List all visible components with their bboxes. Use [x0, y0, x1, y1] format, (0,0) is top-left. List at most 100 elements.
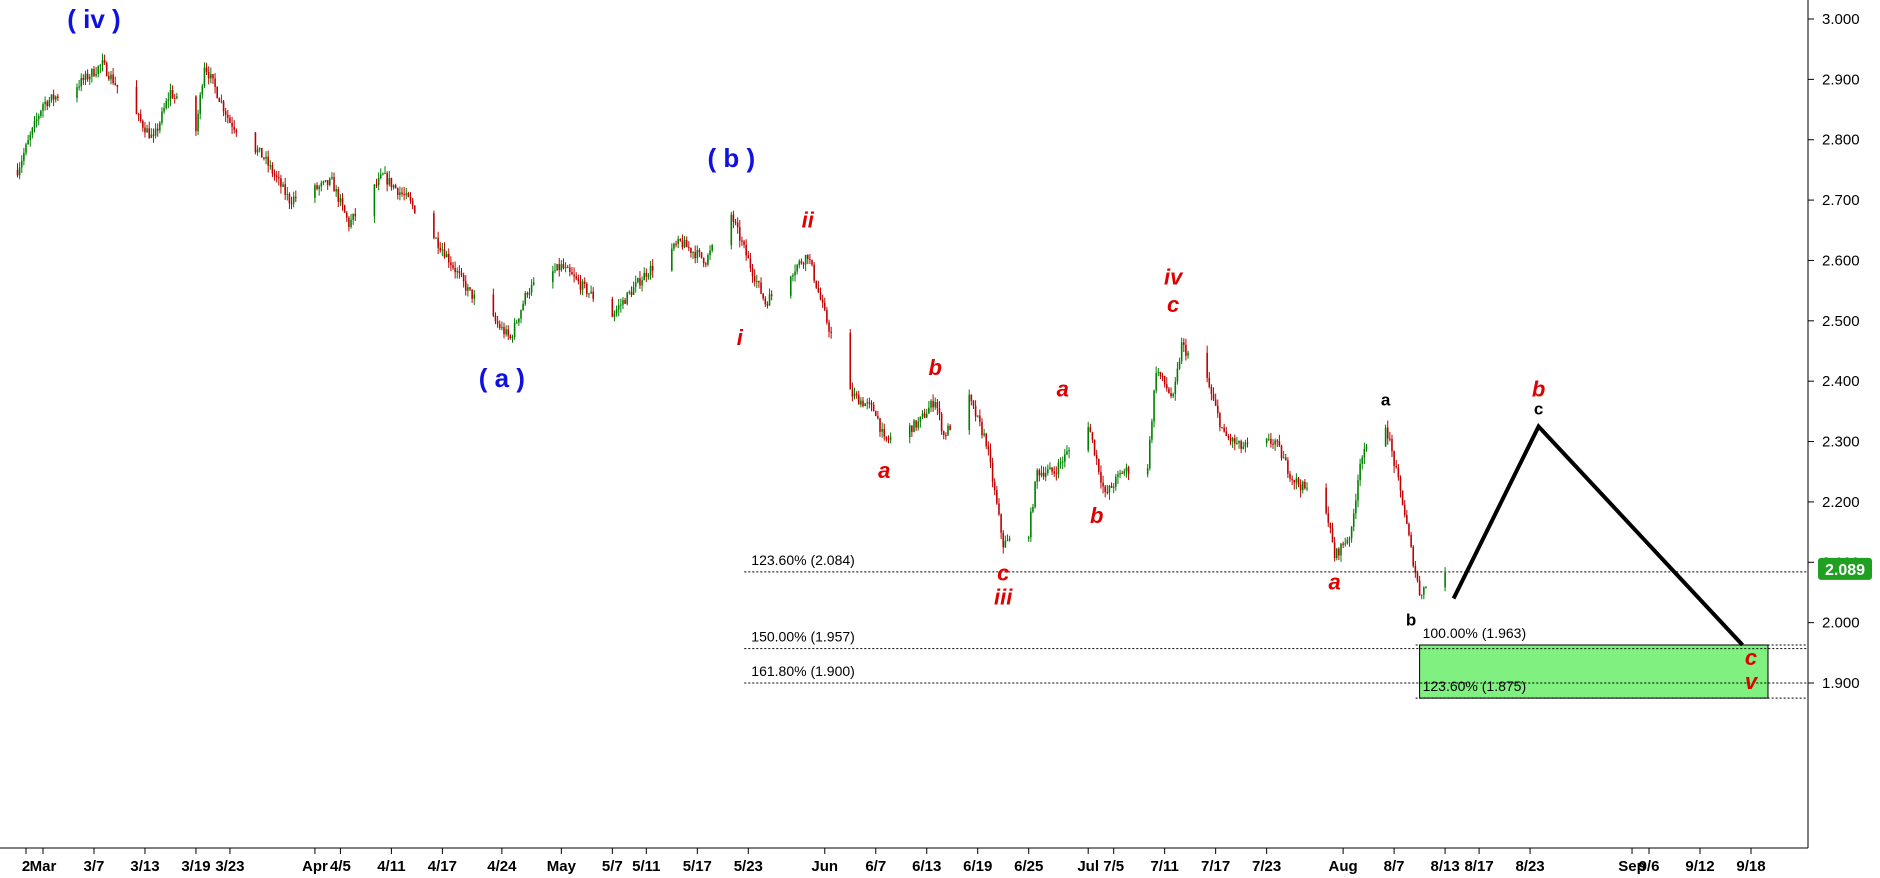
candle-body: [445, 253, 448, 258]
candle-body: [1030, 511, 1032, 538]
candle-body: [269, 165, 272, 167]
x-tick-label: 8/7: [1384, 858, 1405, 875]
candle-body: [494, 315, 497, 322]
candle-body: [82, 77, 85, 80]
candle-body: [993, 481, 996, 491]
candle-body: [1325, 487, 1327, 514]
candle-body: [84, 73, 87, 80]
candle-body: [1059, 462, 1062, 464]
x-tick-label: Jul: [1077, 858, 1099, 875]
candle-body: [1153, 390, 1155, 422]
candle-body: [273, 173, 276, 176]
candle-body: [828, 322, 830, 332]
y-tick-label: 2.800: [1822, 132, 1860, 149]
candle-body: [552, 271, 554, 283]
candle-body: [1108, 485, 1111, 493]
x-tick-label: 3/13: [130, 858, 159, 875]
candle-body: [396, 188, 399, 195]
candle-body: [634, 282, 637, 288]
x-tick-label: 6/13: [912, 858, 941, 875]
candle-body: [592, 291, 595, 299]
wave-label: b: [1406, 611, 1416, 630]
candle-body: [972, 400, 975, 406]
candle-body: [224, 111, 227, 115]
projection-path: [1451, 422, 1744, 647]
wave-label: ( iv ): [67, 4, 120, 34]
candle-body: [403, 193, 405, 195]
candle-body: [142, 120, 144, 128]
candle-body: [48, 100, 51, 107]
candle-body: [1068, 450, 1070, 452]
candle-body: [919, 416, 922, 422]
candle-body: [258, 147, 261, 150]
candle-body: [938, 408, 941, 414]
candle-body: [1106, 492, 1109, 494]
candle-body: [830, 331, 832, 333]
x-tick-label: 3/7: [84, 858, 105, 875]
candle-body: [868, 402, 871, 404]
candle-body: [511, 337, 514, 339]
candle-body: [1344, 543, 1347, 545]
candle-body: [169, 89, 172, 100]
fib-label: 100.00% (1.963): [1423, 625, 1527, 641]
candle-body: [571, 271, 573, 275]
wave-label: b: [1532, 376, 1545, 401]
candle-body: [267, 156, 269, 166]
candle-body: [460, 273, 463, 275]
candle-body: [1357, 480, 1359, 501]
x-tick-label: 5/7: [602, 858, 623, 875]
candle-body: [97, 66, 100, 75]
candle-body: [413, 205, 416, 214]
candle-body: [1047, 469, 1049, 474]
candle-body: [987, 446, 990, 450]
candle-body: [275, 175, 278, 178]
candle-body: [755, 281, 758, 283]
candle-body: [50, 94, 53, 101]
candle-body: [651, 265, 654, 271]
candle-body: [1064, 454, 1066, 462]
wave-label: c: [997, 560, 1009, 585]
candle-body: [154, 128, 157, 136]
target-zone-layer: [1419, 644, 1769, 699]
candle-body: [1363, 448, 1366, 458]
candle-body: [152, 134, 155, 136]
candle-body: [522, 303, 524, 311]
candle-body: [613, 313, 616, 317]
wave-label: a: [878, 458, 890, 483]
candle-body: [996, 490, 998, 504]
candle-body: [1174, 381, 1177, 395]
candle-body: [44, 101, 46, 105]
candle-body: [1346, 539, 1349, 544]
candle-body: [798, 261, 801, 266]
candle-body: [1095, 454, 1098, 459]
candle-body: [1267, 438, 1270, 440]
candle-body: [1333, 542, 1336, 558]
candle-body: [677, 238, 679, 244]
candle-body: [1340, 543, 1342, 556]
candle-body: [1170, 393, 1172, 397]
candle-body: [1225, 431, 1228, 436]
candle-body: [1242, 446, 1245, 449]
candle-body: [819, 292, 822, 300]
candle-body: [1155, 372, 1157, 391]
candle-body: [1038, 470, 1041, 476]
candle-body: [1210, 386, 1213, 394]
candle-body: [176, 96, 178, 99]
candle-body: [947, 425, 949, 436]
candle-body: [821, 299, 824, 303]
x-tick-label: 9/18: [1736, 858, 1765, 875]
candle-body: [1053, 471, 1056, 474]
candle-body: [333, 177, 335, 192]
candle-body: [78, 86, 80, 88]
candle-body: [167, 99, 170, 102]
candle-body: [826, 310, 828, 323]
candle-body: [747, 255, 750, 259]
candle-body: [645, 272, 648, 277]
candle-body: [934, 401, 937, 408]
candle-body: [524, 292, 527, 304]
candle-body: [1091, 432, 1094, 440]
wave-label: c: [1167, 292, 1179, 317]
last-price-value: 2.089: [1825, 562, 1865, 579]
candle-body: [52, 94, 55, 100]
candle-body: [989, 449, 992, 463]
